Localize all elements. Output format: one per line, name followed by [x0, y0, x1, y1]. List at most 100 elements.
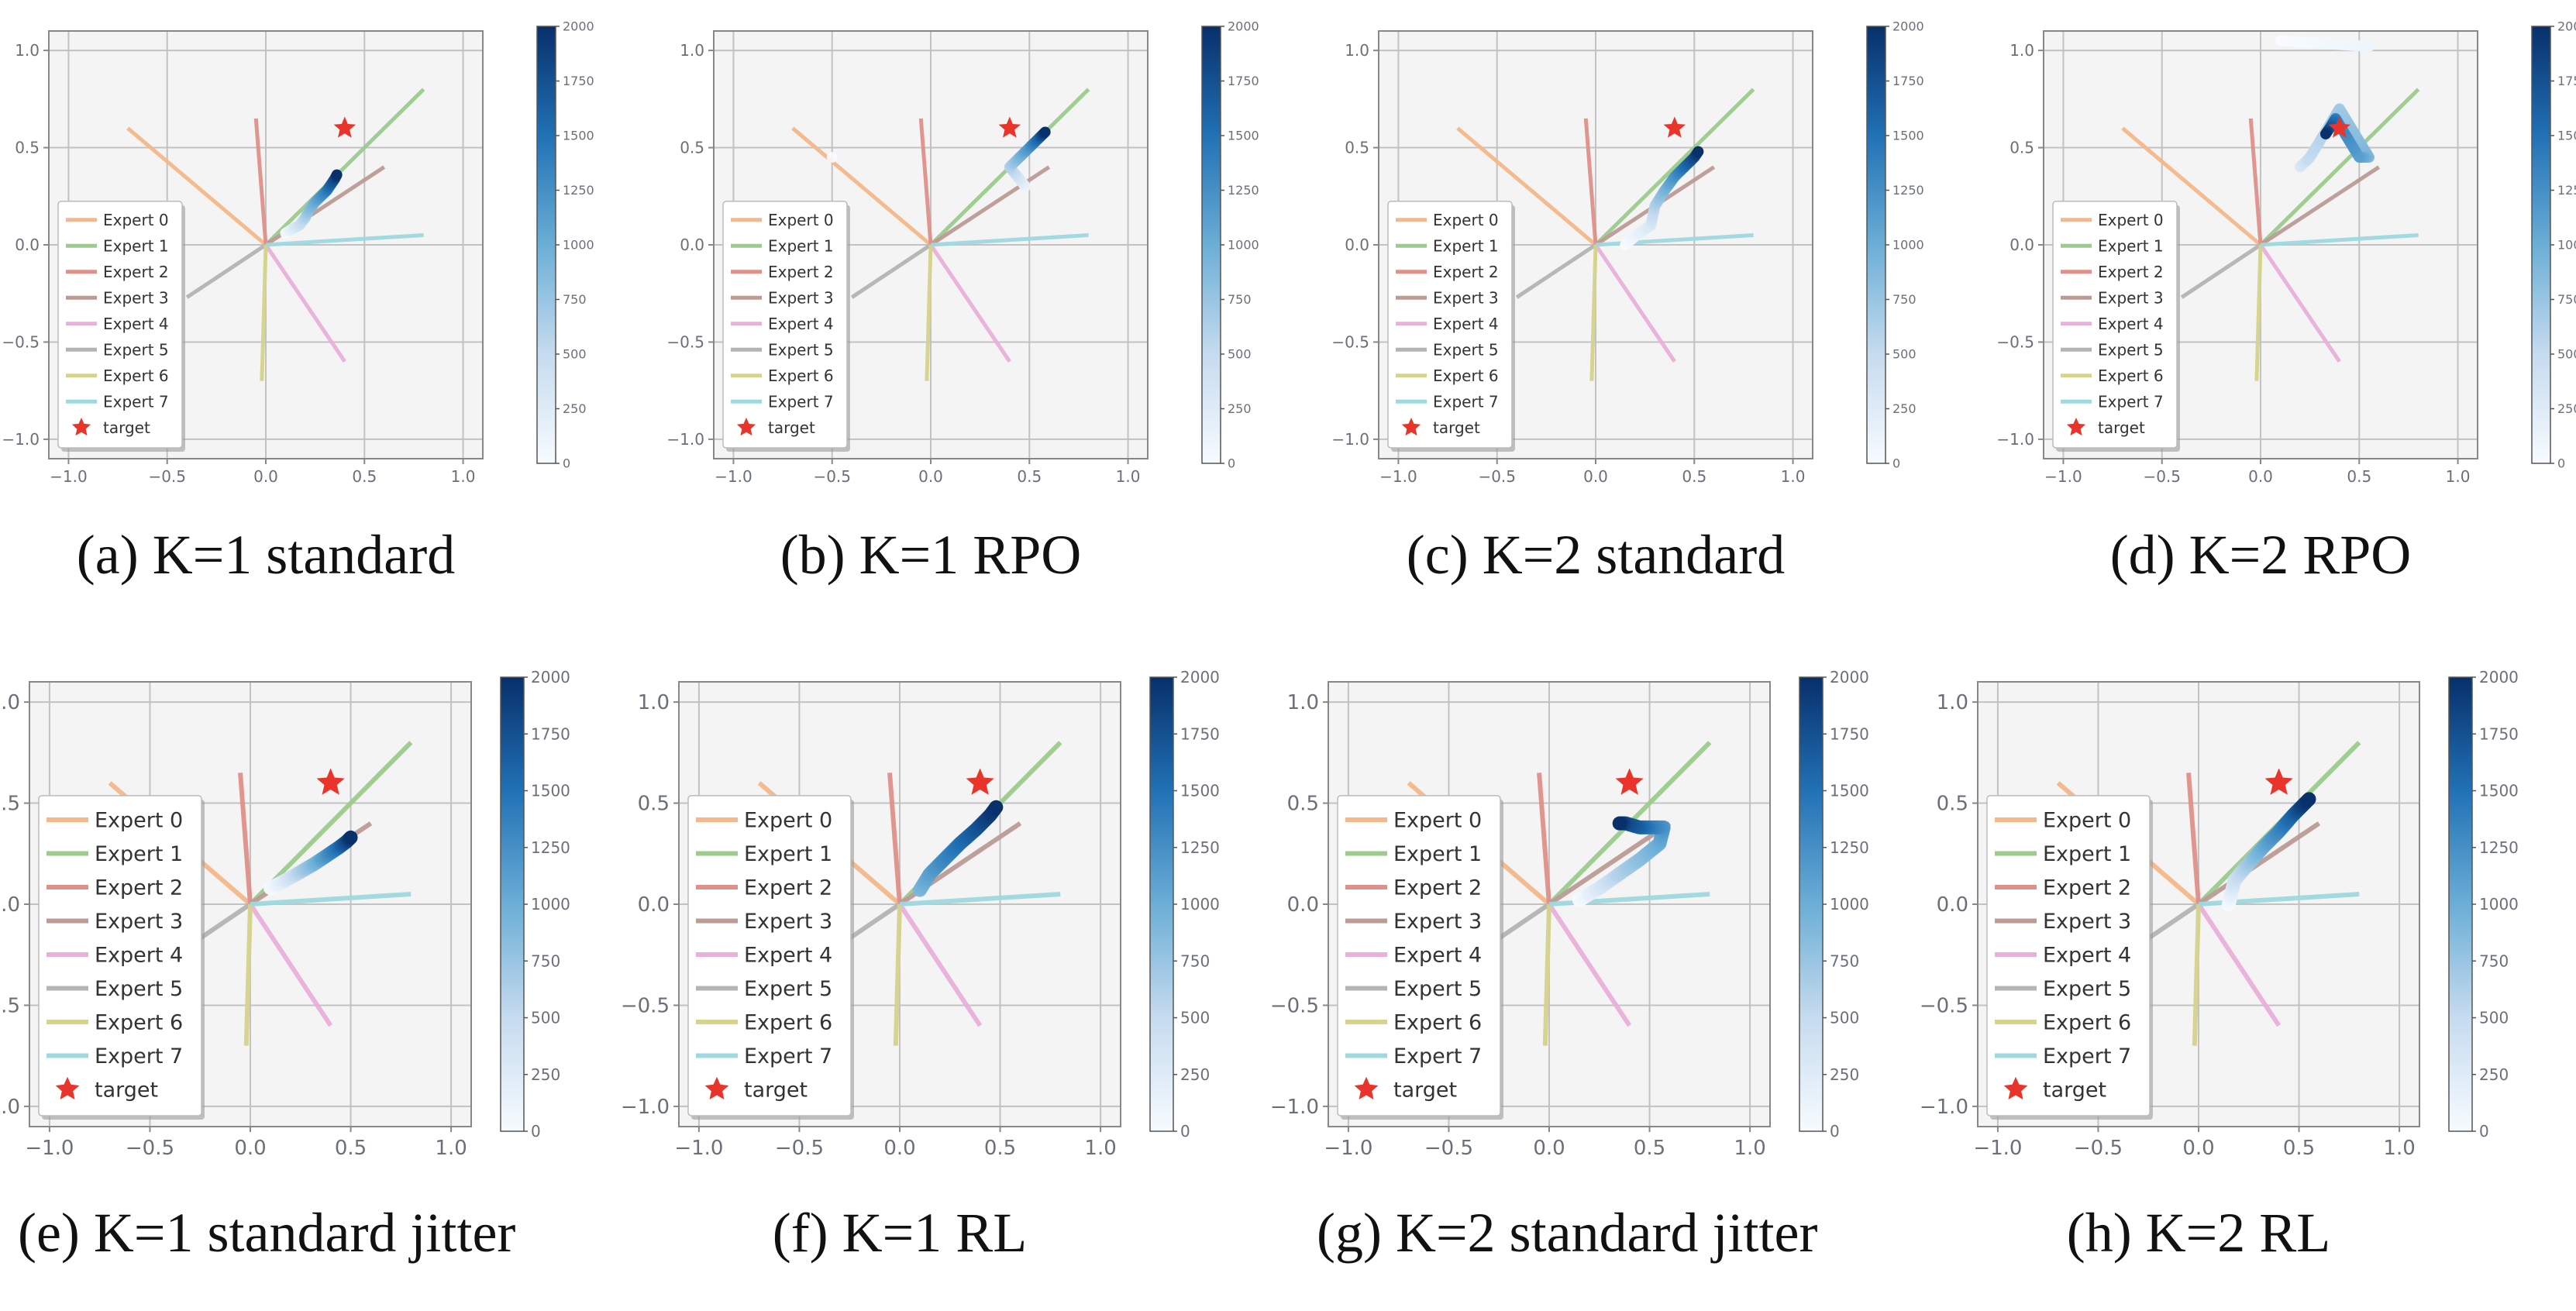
x-tick-label: 0.0 — [2248, 467, 2273, 486]
x-tick-label: 0.0 — [2182, 1137, 2214, 1160]
legend-label-5: Expert 5 — [1393, 977, 1482, 1001]
expert-line-0 — [791, 126, 932, 246]
colorbar-tick-label: 250 — [2479, 1065, 2509, 1084]
expert-line-4 — [928, 243, 1011, 363]
legend-label-0: Expert 0 — [103, 211, 169, 229]
x-tick-label: −0.5 — [775, 1137, 824, 1160]
expert-line-4 — [1593, 243, 1676, 363]
y-tick-label: 0.5 — [680, 139, 704, 157]
expert-line-2 — [238, 772, 253, 905]
colorbar-tick-label: 1750 — [531, 724, 570, 743]
colorbar-tick-label: 1000 — [1830, 895, 1869, 914]
x-tick-label: −1.0 — [25, 1137, 74, 1160]
expert-line-4 — [2196, 903, 2282, 1027]
x-tick-label: 0.0 — [234, 1137, 266, 1160]
legend-label-target: target — [2043, 1078, 2106, 1102]
colorbar-tick-label: 1250 — [563, 183, 594, 198]
legend-label-3: Expert 3 — [95, 910, 183, 934]
y-tick-label: 1.0 — [680, 41, 704, 60]
x-tick-label: 0.5 — [335, 1137, 367, 1160]
expert-line-1 — [2259, 88, 2420, 246]
colorbar-tick-label: 1500 — [563, 129, 594, 143]
expert-line-0 — [126, 126, 267, 246]
expert-line-5 — [2180, 243, 2262, 299]
legend-label-2: Expert 2 — [103, 263, 169, 281]
expert-line-5 — [850, 243, 932, 299]
expert-line-6 — [893, 903, 902, 1046]
y-tick-label: −0.5 — [0, 995, 20, 1018]
legend-label-3: Expert 3 — [768, 288, 834, 307]
legend-label-6: Expert 6 — [2043, 1010, 2131, 1034]
y-tick-label: −1.0 — [1920, 1096, 1968, 1119]
trajectory-point — [1039, 126, 1051, 138]
legend-target-icon — [2066, 418, 2086, 436]
colorbar-tick-label: 250 — [1228, 401, 1252, 416]
colorbar-tick-label: 0 — [1228, 456, 1235, 471]
trajectory-point — [826, 152, 838, 163]
legend-box — [1387, 200, 1513, 449]
trajectory-point — [989, 800, 1004, 814]
expert-line-4 — [1547, 903, 1632, 1027]
expert-line-4 — [248, 903, 333, 1027]
y-tick-label: 0.0 — [1937, 893, 1968, 917]
y-tick-label: 0.5 — [1345, 139, 1369, 157]
colorbar-tick-label: 0 — [1830, 1122, 1840, 1141]
legend-label-0: Expert 0 — [2043, 808, 2131, 832]
legend-target-icon — [71, 418, 91, 436]
colorbar-tick-label: 1000 — [563, 238, 594, 253]
legend-label-target: target — [1393, 1078, 1457, 1102]
legend-box — [2052, 200, 2178, 449]
legend-label-1: Expert 1 — [744, 842, 832, 866]
y-tick-label: 0.5 — [1287, 793, 1319, 816]
target-marker — [2328, 116, 2351, 138]
x-tick-label: 1.0 — [435, 1137, 467, 1160]
trajectory-point — [1693, 146, 1704, 157]
x-tick-label: −1.0 — [2044, 467, 2082, 486]
expert-line-3 — [2197, 821, 2321, 907]
x-tick-label: 1.0 — [1084, 1137, 1116, 1160]
y-tick-label: −1.0 — [666, 430, 704, 449]
y-tick-label: 1.0 — [0, 691, 20, 714]
x-tick-label: 0.0 — [1533, 1137, 1565, 1160]
legend-label-3: Expert 3 — [2043, 910, 2131, 934]
expert-line-2 — [2248, 118, 2263, 246]
legend-label-target: target — [744, 1078, 808, 1102]
colorbar-tick-label: 1500 — [1180, 782, 1220, 800]
trajectory-point — [2364, 41, 2375, 53]
expert-line-6 — [1589, 244, 1598, 381]
expert-line-7 — [250, 891, 412, 907]
y-tick-label: 0.0 — [15, 236, 40, 254]
expert-line-3 — [2259, 165, 2381, 247]
y-tick-label: −1.0 — [621, 1096, 670, 1119]
legend-target-icon — [55, 1076, 80, 1099]
legend-label-target: target — [768, 418, 815, 437]
colorbar-tick-label: 500 — [1180, 1009, 1210, 1027]
plot-frame — [713, 30, 1149, 459]
colorbar-tick-label: 2000 — [1830, 668, 1869, 686]
x-tick-label: −1.0 — [1324, 1137, 1372, 1160]
legend-label-6: Expert 6 — [1433, 366, 1499, 385]
expert-line-6 — [925, 244, 933, 381]
trajectory-point — [343, 830, 358, 845]
expert-line-2 — [253, 118, 268, 246]
colorbar-tick-label: 500 — [2557, 347, 2576, 362]
legend-label-2: Expert 2 — [768, 263, 834, 281]
y-tick-label: −1.0 — [1270, 1096, 1319, 1119]
legend-box — [1337, 795, 1501, 1117]
y-tick-label: 0.0 — [1345, 236, 1369, 254]
trajectory-point — [2302, 792, 2316, 807]
legend-label-5: Expert 5 — [2043, 977, 2131, 1001]
x-tick-label: −1.0 — [715, 467, 752, 486]
y-tick-label: −0.5 — [2, 332, 40, 351]
legend-label-0: Expert 0 — [768, 211, 834, 229]
legend-label-3: Expert 3 — [1433, 288, 1499, 307]
trajectory-point — [2320, 128, 2331, 139]
plot-frame — [2043, 30, 2478, 459]
colorbar-tick-label: 1000 — [531, 895, 570, 914]
x-tick-label: −1.0 — [1973, 1137, 2022, 1160]
x-tick-label: −0.5 — [813, 467, 851, 486]
colorbar-tick-label: 1000 — [2479, 895, 2519, 914]
legend-box — [38, 795, 202, 1117]
expert-line-6 — [243, 903, 253, 1046]
